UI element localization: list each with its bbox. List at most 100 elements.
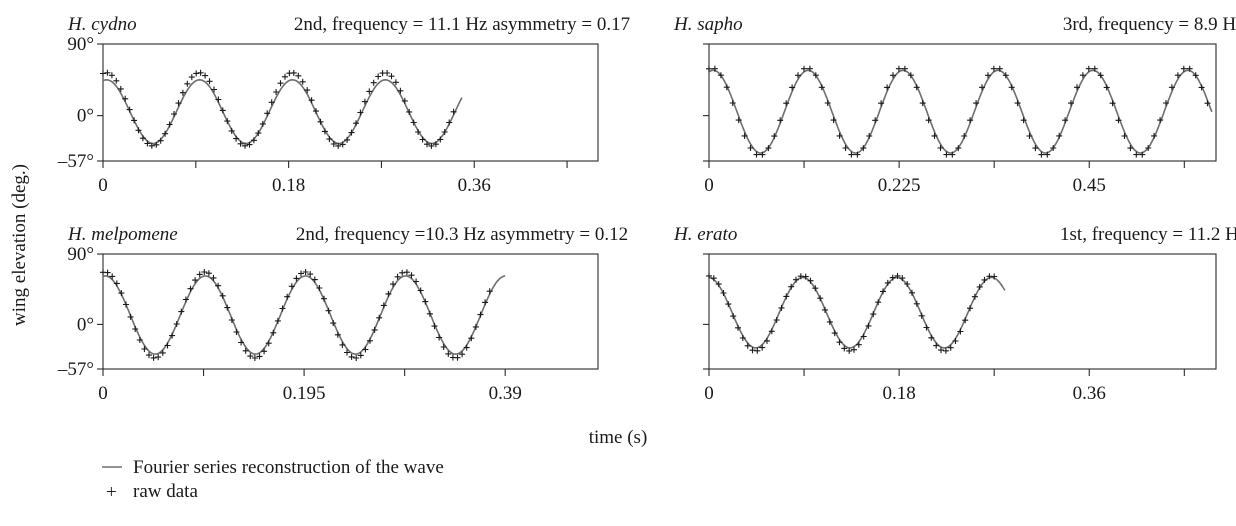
raw-data-point — [169, 332, 176, 339]
legend-marker-label: raw data — [133, 481, 198, 502]
raw-data-point — [793, 276, 799, 283]
raw-data-point — [401, 97, 408, 104]
panel-info: 3rd, frequency = 8.9 Hz asymmetry = 0.16 — [1063, 14, 1236, 35]
raw-data-point — [739, 335, 746, 341]
raw-data-point — [313, 108, 319, 115]
raw-data-point — [196, 271, 203, 278]
raw-data-point — [179, 89, 186, 96]
raw-data-point — [744, 342, 751, 349]
raw-data-point — [233, 135, 240, 142]
raw-data-point — [251, 355, 258, 361]
raw-data-point — [836, 132, 843, 139]
raw-data-point — [436, 334, 443, 341]
raw-data-point — [919, 100, 926, 107]
raw-data-point — [270, 329, 277, 336]
raw-data-point — [741, 132, 748, 139]
raw-data-point — [268, 99, 275, 106]
raw-data-point — [909, 289, 915, 296]
raw-data-point — [1127, 145, 1134, 152]
panel-info: 2nd, frequency =10.3 Hz asymmetry = 0.12 — [296, 224, 628, 245]
raw-data-point — [901, 65, 908, 72]
raw-data-point — [224, 118, 231, 125]
raw-data-point — [357, 352, 364, 359]
raw-data-point — [985, 72, 991, 79]
raw-data-point — [747, 145, 754, 151]
raw-data-point — [202, 72, 209, 79]
raw-data-point — [424, 141, 430, 148]
raw-data-point — [759, 344, 766, 351]
raw-data-point — [1186, 65, 1193, 72]
raw-data-point — [127, 313, 134, 320]
raw-data-point — [431, 323, 438, 330]
raw-data-point — [875, 299, 882, 306]
raw-data-point — [846, 347, 853, 354]
raw-data-point — [428, 142, 435, 149]
raw-data-point — [855, 341, 862, 348]
raw-data-point — [1145, 145, 1152, 151]
plot-frame — [102, 253, 599, 370]
raw-data-point — [132, 326, 139, 332]
raw-data-point — [408, 272, 415, 279]
x-tick-label: 0.39 — [489, 383, 522, 404]
raw-data-point — [860, 333, 867, 340]
raw-data-point — [824, 100, 831, 106]
x-tick-label: 0 — [704, 383, 714, 404]
raw-data-point — [880, 288, 886, 295]
raw-data-point — [175, 100, 182, 107]
raw-data-point — [193, 70, 200, 77]
species-title: H. cydno — [67, 14, 137, 35]
raw-data-point — [188, 74, 195, 81]
raw-data-point — [801, 65, 807, 72]
raw-data-point — [720, 290, 727, 296]
raw-data-point — [955, 145, 962, 152]
raw-data-point — [261, 348, 268, 355]
raw-data-point — [971, 293, 978, 300]
y-tick-label: 0° — [77, 106, 94, 127]
raw-data-point — [831, 330, 838, 337]
raw-data-point — [187, 285, 194, 292]
raw-data-point — [299, 78, 306, 85]
x-tick-label: 0.45 — [1073, 175, 1106, 196]
raw-data-point — [899, 275, 906, 282]
x-tick-label: 0.225 — [878, 175, 921, 196]
raw-data-point — [274, 317, 281, 324]
raw-data-point — [330, 141, 337, 147]
raw-data-point — [206, 78, 213, 85]
raw-data-point — [397, 87, 404, 94]
raw-data-point — [872, 117, 879, 124]
raw-data-point — [894, 272, 901, 279]
raw-data-point — [1192, 72, 1199, 79]
raw-data-point — [1168, 84, 1175, 91]
raw-data-point — [913, 300, 920, 307]
raw-data-point — [375, 73, 382, 80]
series-reconstruction — [102, 275, 506, 355]
raw-data-point — [371, 326, 378, 333]
raw-data-point — [242, 347, 249, 354]
raw-data-point — [938, 347, 944, 354]
raw-data-point — [339, 141, 346, 148]
raw-data-point — [860, 145, 867, 152]
raw-data-point — [316, 285, 323, 291]
raw-data-point — [302, 269, 309, 275]
raw-data-point — [735, 324, 741, 331]
raw-data-point — [979, 84, 985, 91]
raw-data-point — [1050, 145, 1057, 151]
raw-data-point — [942, 347, 949, 354]
y-tick-label: 90° — [67, 34, 94, 55]
species-title: H. sapho — [673, 14, 743, 35]
panel-info: 2nd, frequency = 11.1 Hz asymmetry = 0.1… — [294, 14, 630, 35]
raw-data-point — [754, 347, 761, 354]
raw-data-point — [976, 283, 983, 290]
raw-data-point — [949, 151, 956, 158]
raw-data-point — [918, 312, 925, 319]
raw-data-point — [1198, 84, 1205, 91]
raw-data-point — [238, 339, 245, 346]
raw-data-point — [370, 79, 377, 86]
raw-data-point — [109, 273, 116, 280]
raw-data-point — [265, 340, 272, 347]
species-title: H. erato — [673, 224, 737, 245]
raw-data-point — [273, 89, 280, 95]
raw-data-point — [812, 72, 819, 79]
raw-data-point — [826, 318, 833, 325]
x-tick-label: 0 — [98, 175, 108, 196]
